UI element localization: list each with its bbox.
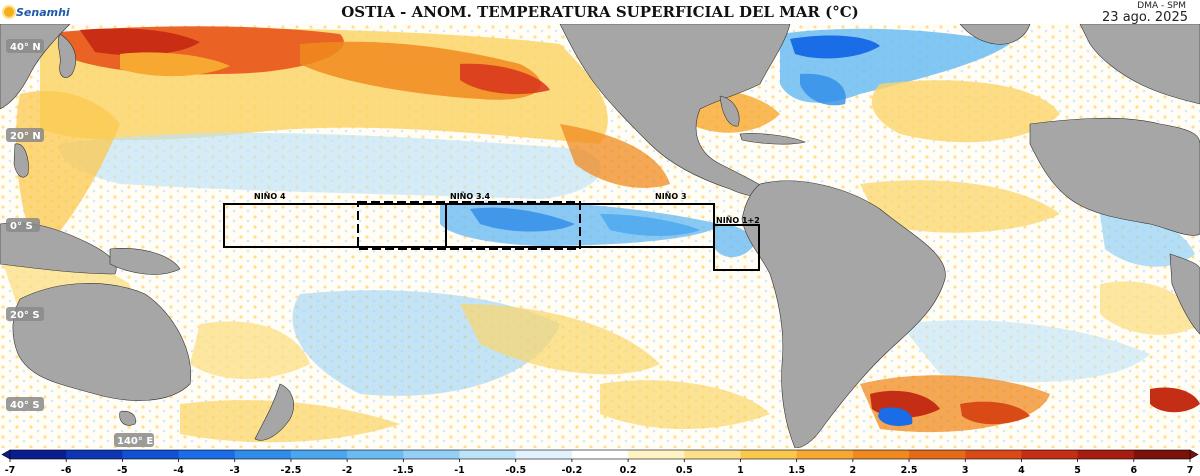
colorbar-tick-label: 6 <box>1130 465 1137 476</box>
colorbar-tick-label: 0.2 <box>620 465 637 476</box>
nino-3-label: NIÑO 3 <box>655 191 687 201</box>
colorbar-swatch <box>684 450 741 459</box>
colorbar-swatch <box>965 450 1022 459</box>
colorbar-swatch <box>347 450 404 459</box>
land-new-guinea <box>109 248 181 275</box>
colorbar-tick-label: -3 <box>229 465 240 476</box>
colorbar-swatch <box>122 450 180 459</box>
svg-text:0° S: 0° S <box>10 221 33 232</box>
colorbar-swatch <box>10 450 67 459</box>
colorbar-tick-label: -5 <box>117 465 128 476</box>
land-australia <box>12 283 192 401</box>
colorbar-tick-label: 2.5 <box>901 465 918 476</box>
colorbar-swatch <box>1133 450 1191 459</box>
colorbar-swatch <box>459 450 517 459</box>
logo-text: Senamhi <box>16 5 70 19</box>
land-south-america <box>741 180 946 448</box>
senamhi-logo: Senamhi <box>4 2 70 22</box>
lat-label-20n: 20° N <box>6 128 44 142</box>
colorbar-swatch <box>796 450 854 459</box>
lat-label-40n: 40° N <box>6 39 44 53</box>
colorbar-tick-label: 7 <box>1187 465 1194 476</box>
colorbar-swatch <box>403 450 461 459</box>
colorbar-tick-label: 4 <box>1018 465 1025 476</box>
colorbar-swatch <box>571 450 629 459</box>
lat-label-40s: 40° S <box>6 397 44 411</box>
colorbar-border <box>9 449 1191 460</box>
colorbar-tick-label: -1.5 <box>393 465 414 476</box>
date-label: 23 ago. 2025 <box>1102 10 1188 25</box>
colorbar-swatch <box>628 450 685 459</box>
svg-text:40° S: 40° S <box>10 400 40 411</box>
colorbar-tick-label: -6 <box>61 465 72 476</box>
nino-4-label: NIÑO 4 <box>254 191 286 201</box>
lat-label-0: 0° S <box>6 218 40 232</box>
colorbar-swatch <box>66 450 123 459</box>
colorbar-swatch <box>1021 450 1079 459</box>
colorbar-tick-label: -0.5 <box>505 465 526 476</box>
colorbar-swatch <box>740 450 798 459</box>
colorbar-tick-label: 1 <box>737 465 744 476</box>
colorbar-tick-label: 0.5 <box>676 465 693 476</box>
land-africa <box>1029 117 1200 236</box>
nino-34-box <box>357 201 581 250</box>
nino-12-box <box>713 224 760 271</box>
colorbar-tick-label: -4 <box>173 465 184 476</box>
nino-34-label: NIÑO 3.4 <box>450 191 491 201</box>
colorbar-tick-label: -2.5 <box>281 465 302 476</box>
nino-regions: NIÑO 4 NIÑO 3.4 NIÑO 3 NIÑO 1+2 <box>223 191 760 271</box>
colorbar-tick-label: -7 <box>5 465 16 476</box>
colorbar-tick-label: -2 <box>342 465 353 476</box>
colorbar-tick-label: 2 <box>850 465 857 476</box>
colorbar-swatches <box>1 449 1199 460</box>
colorbar-ticks: -7 -6 -5 -4 -3 -2.5 -2 -1.5 -1 -0.5 -0.2 0.2 0.5 1 1.5… <box>5 459 1194 476</box>
colorbar-swatch <box>178 450 236 459</box>
colorbar-tick-label: 5 <box>1074 465 1081 476</box>
colorbar-swatch <box>234 450 292 459</box>
sst-anomaly-map: NIÑO 4 NIÑO 3.4 NIÑO 3 NIÑO 1+2 40° N 20… <box>0 24 1200 448</box>
land-africa-south <box>1169 253 1200 335</box>
land-cuba <box>739 133 806 145</box>
colorbar-swatch <box>515 450 573 459</box>
nino-12-label: NIÑO 1+2 <box>716 215 760 225</box>
land-florida <box>719 95 740 127</box>
anomaly-patches <box>0 26 1200 443</box>
colorbar-arrow-left <box>1 449 11 460</box>
colorbar-swatch <box>1077 450 1135 459</box>
colorbar-swatch <box>290 450 348 459</box>
land-tasmania <box>119 411 136 426</box>
svg-text:20° N: 20° N <box>10 131 41 142</box>
land-philippines <box>13 143 29 178</box>
colorbar: -7 -6 -5 -4 -3 -2.5 -2 -1.5 -1 -0.5 -0.2 0.2 0.5 1 1.5… <box>1 449 1199 476</box>
header: Senamhi OSTIA - ANOM. TEMPERATURA SUPERF… <box>0 0 1200 25</box>
latitude-labels: 40° N 20° N 0° S 20° S 40° S 140° E <box>6 39 154 447</box>
colorbar-tick-label: -0.2 <box>562 465 583 476</box>
land-new-zealand <box>254 383 294 441</box>
land-greenland <box>959 24 1031 45</box>
colorbar-swatch <box>909 450 966 459</box>
colorbar-tick-label: -1 <box>454 465 465 476</box>
map-title: OSTIA - ANOM. TEMPERATURA SUPERFICIAL DE… <box>341 3 859 21</box>
colorbar-tick-label: 3 <box>962 465 969 476</box>
land-japan <box>57 33 76 78</box>
colorbar-swatch <box>852 450 910 459</box>
colorbar-arrow-right <box>1189 449 1199 460</box>
lon-label-140e: 140° E <box>114 433 154 447</box>
sun-icon <box>4 7 14 17</box>
colorbar-tick-label: 1.5 <box>788 465 805 476</box>
lat-label-20s: 20° S <box>6 307 44 321</box>
svg-text:20° S: 20° S <box>10 310 40 321</box>
svg-text:40° N: 40° N <box>10 42 41 53</box>
land-europe <box>1079 24 1200 105</box>
source-label: DMA - SPM <box>1137 1 1186 11</box>
svg-text:140° E: 140° E <box>117 436 153 447</box>
